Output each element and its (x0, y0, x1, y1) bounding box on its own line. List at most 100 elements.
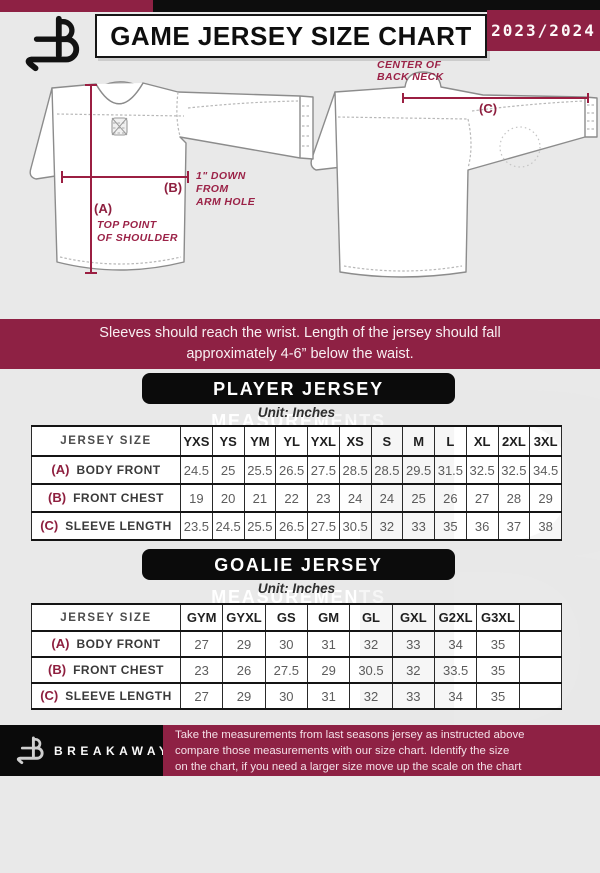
brand-name: BREAKAWAY (54, 744, 172, 758)
size-header-cell: YM (243, 425, 277, 457)
measure-cell: 29.5 (402, 455, 435, 485)
measure-cell: 32 (349, 630, 393, 658)
top-strip-maroon (0, 0, 153, 12)
row-label-cell: (C) SLEEVE LENGTH (31, 511, 181, 541)
size-header-cell: YL (275, 425, 308, 457)
svg-text:FROM: FROM (196, 183, 229, 195)
size-chart-page: { "header": { "title": "GAME JERSEY SIZE… (0, 0, 600, 776)
goalie-section-title: GOALIE JERSEY MEASUREMENTS (142, 549, 455, 607)
measure-cell: 23.5 (180, 511, 213, 541)
size-header-cell: YXS (180, 425, 213, 457)
goalie-measurements-table: JERSEY SIZE GYM GYXL GS GM GL GXL G2XL G3XL (A) BO… (31, 603, 563, 710)
measure-cell (518, 682, 563, 710)
size-header-cell: GYM (179, 603, 224, 632)
measure-cell: 32.5 (465, 455, 499, 485)
measure-cell: 20 (211, 483, 245, 513)
row-label: SLEEVE LENGTH (65, 519, 172, 533)
size-header-cell: GL (349, 603, 393, 632)
fit-instruction-banner: Sleeves should reach the wrist. Length o… (0, 319, 600, 369)
row-key: (C) (40, 688, 59, 703)
jersey-back-illustration (310, 71, 598, 278)
measure-cell: 26 (222, 656, 266, 684)
measure-cell: 32 (391, 656, 435, 684)
measure-cell: 31.5 (434, 455, 467, 485)
footer-bar: BREAKAWAY Take the measurements from las… (0, 725, 600, 776)
size-header-cell: GM (306, 603, 351, 632)
measure-cell: 30.5 (338, 511, 372, 541)
row-key: (A) (51, 462, 70, 477)
measure-cell: 35 (476, 630, 520, 658)
row-key: (C) (40, 518, 59, 533)
measure-cell: 24 (370, 483, 404, 513)
measure-cell: 21 (243, 483, 277, 513)
measure-cell: 34 (433, 682, 478, 710)
row-label: BODY FRONT (76, 637, 161, 651)
measure-cell: 34.5 (529, 455, 562, 485)
measurement-labels: (B) 1" DOWN FROM ARM HOLE (A) TOP POINT … (94, 59, 497, 244)
label-a-key: (A) (94, 201, 112, 216)
top-strip-black (153, 0, 600, 12)
size-col-header: JERSEY SIZE (31, 425, 181, 457)
measure-cell: 26.5 (275, 511, 308, 541)
row-label-cell: (A) BODY FRONT (31, 455, 181, 485)
measure-cell: 32 (370, 511, 404, 541)
sizing-note: Take the measurements from last seasons … (163, 725, 600, 776)
size-header-cell: 2XL (497, 425, 531, 457)
svg-text:BACK NECK: BACK NECK (377, 71, 445, 83)
measure-cell: 27.5 (307, 511, 340, 541)
size-header-cell: M (402, 425, 435, 457)
size-header-cell: 3XL (529, 425, 562, 457)
measure-cell: 31 (306, 630, 351, 658)
measure-cell: 38 (529, 511, 562, 541)
measure-cell: 29 (306, 656, 351, 684)
size-header-cell: XS (338, 425, 372, 457)
player-measurements-table: JERSEY SIZE YXS YS YM YL YXL XS S M L XL 2XL 3XL (A) B… (31, 425, 562, 541)
jersey-measurement-diagram: (B) 1" DOWN FROM ARM HOLE (A) TOP POINT … (29, 59, 598, 278)
measure-cell: 33.5 (433, 656, 478, 684)
size-header-cell: S (370, 425, 404, 457)
measure-cell: 31 (306, 682, 351, 710)
label-c-key: (C) (479, 101, 497, 116)
measure-cell: 27 (179, 682, 224, 710)
measure-cell: 37 (497, 511, 531, 541)
label-b-note: 1" DOWN (196, 170, 246, 182)
size-col-header: JERSEY SIZE (31, 603, 181, 632)
measure-cell: 23 (307, 483, 340, 513)
row-label: FRONT CHEST (73, 663, 164, 677)
size-header-cell: XL (465, 425, 499, 457)
row-label: FRONT CHEST (73, 491, 164, 505)
measure-cell: 27.5 (264, 656, 308, 684)
breakaway-monogram-logo-small (15, 735, 46, 766)
size-header-cell: GS (264, 603, 308, 632)
note-line-1: Take the measurements from last seasons … (175, 729, 525, 741)
measure-cell: 36 (465, 511, 499, 541)
size-header-cell: G2XL (433, 603, 478, 632)
size-header-cell: YS (211, 425, 245, 457)
measure-cell: 30 (264, 630, 308, 658)
season-badge: 2023/2024 (487, 10, 600, 51)
measure-cell: 25.5 (243, 455, 277, 485)
measure-cell: 26 (434, 483, 467, 513)
measure-cell: 32 (349, 682, 393, 710)
measure-cell: 26.5 (275, 455, 308, 485)
label-c-note: CENTER OF (377, 59, 441, 71)
row-label-cell: (C) SLEEVE LENGTH (31, 682, 181, 710)
size-header-cell: GXL (391, 603, 435, 632)
measure-cell: 27 (465, 483, 499, 513)
measure-cell: 33 (402, 511, 435, 541)
measure-cell: 27.5 (307, 455, 340, 485)
player-unit-label: Unit: Inches (257, 405, 336, 420)
measure-cell: 35 (476, 682, 520, 710)
measure-cell: 25 (211, 455, 245, 485)
svg-text:OF SHOULDER: OF SHOULDER (97, 232, 178, 244)
measure-cell: 32.5 (497, 455, 531, 485)
measure-cell: 28 (497, 483, 531, 513)
measure-cell: 35 (476, 656, 520, 684)
note-line-3: on the chart, if you need a larger size … (175, 760, 522, 773)
measurement-lines (61, 84, 589, 274)
measure-cell: 22 (275, 483, 308, 513)
banner-line-2: approximately 4-6” below the waist. (186, 346, 414, 362)
table-row: (B) FRONT CHEST 19 20 21 22 23 24 24 25 26 27 28 29 (31, 483, 562, 513)
size-header-cell: L (434, 425, 467, 457)
table-row: (A) BODY FRONT 27 29 30 31 32 33 34 35 (31, 630, 563, 658)
